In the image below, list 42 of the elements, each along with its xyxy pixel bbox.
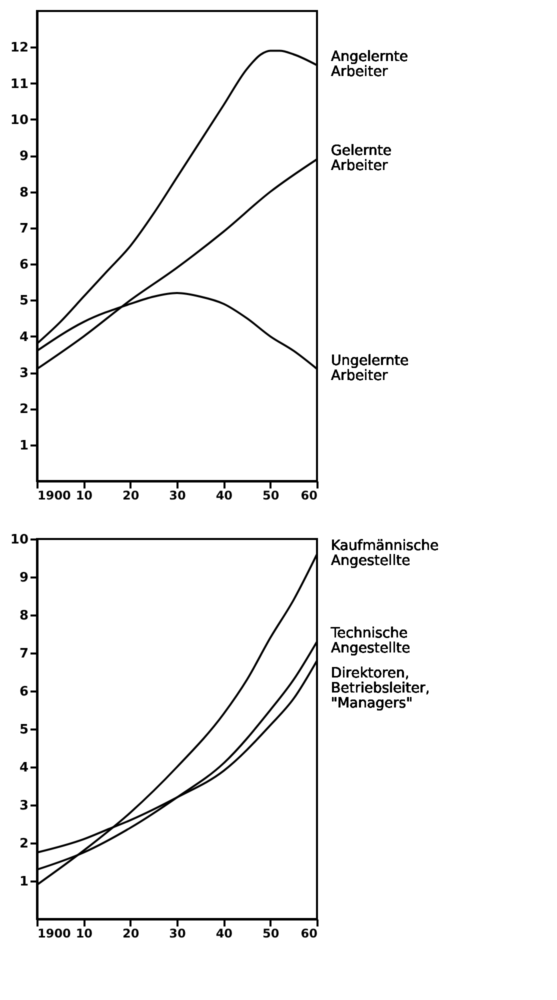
y-tick-label: 2 bbox=[19, 402, 28, 418]
x-tick-label: 30 bbox=[169, 488, 186, 502]
y-tick-label: 7 bbox=[19, 221, 28, 236]
y-tick-label: 7 bbox=[19, 646, 28, 662]
x-tick-label: 1900 bbox=[38, 488, 71, 502]
x-tick-label: 20 bbox=[122, 488, 140, 502]
y-tick-label: 1 bbox=[19, 438, 28, 454]
y-tick-label: 8 bbox=[19, 185, 28, 200]
y-tick-label: 4 bbox=[19, 330, 28, 345]
y-tick-label: 6 bbox=[19, 684, 28, 700]
series-label: Gelernte Arbeiter bbox=[331, 143, 392, 174]
y-tick-label: 6 bbox=[19, 258, 28, 273]
y-tick-label: 10 bbox=[10, 112, 28, 128]
y-tick-label: 5 bbox=[19, 722, 28, 738]
series-label: Angelernte Arbeiter bbox=[331, 49, 408, 80]
y-tick-label: 3 bbox=[19, 366, 28, 382]
x-tick-label: 10 bbox=[76, 488, 93, 502]
y-tick-label: 9 bbox=[19, 149, 28, 164]
x-tick-label: 40 bbox=[216, 926, 233, 940]
y-tick-label: 1 bbox=[19, 874, 28, 890]
x-tick-label: 50 bbox=[262, 488, 280, 502]
y-tick-label: 2 bbox=[19, 836, 28, 852]
series-label: Ungelernte Arbeiter bbox=[331, 352, 409, 384]
x-tick-label: 10 bbox=[76, 926, 93, 940]
x-tick-label: 40 bbox=[216, 488, 233, 502]
y-tick-label: 4 bbox=[19, 760, 28, 776]
y-tick-label: 11 bbox=[10, 76, 28, 92]
x-tick-label: 20 bbox=[122, 926, 140, 940]
series-label: Direktoren, Betriebsleiter, "Managers" bbox=[331, 666, 430, 712]
y-tick-label: 12 bbox=[10, 40, 28, 56]
x-tick-label: 1900 bbox=[38, 926, 71, 940]
x-tick-label: 30 bbox=[169, 926, 186, 940]
y-tick-label: 5 bbox=[19, 294, 28, 309]
y-tick-label: 8 bbox=[19, 608, 28, 624]
y-tick-label: 9 bbox=[19, 570, 28, 586]
x-tick-label: 60 bbox=[300, 926, 318, 940]
series-label: Technische Angestellte bbox=[330, 626, 410, 657]
x-tick-label: 50 bbox=[262, 926, 280, 940]
x-tick-label: 60 bbox=[300, 488, 318, 502]
series-label: Kaufmännische Angestellte bbox=[331, 538, 439, 570]
y-tick-label: 10 bbox=[10, 532, 28, 548]
y-tick-label: 3 bbox=[19, 798, 28, 814]
